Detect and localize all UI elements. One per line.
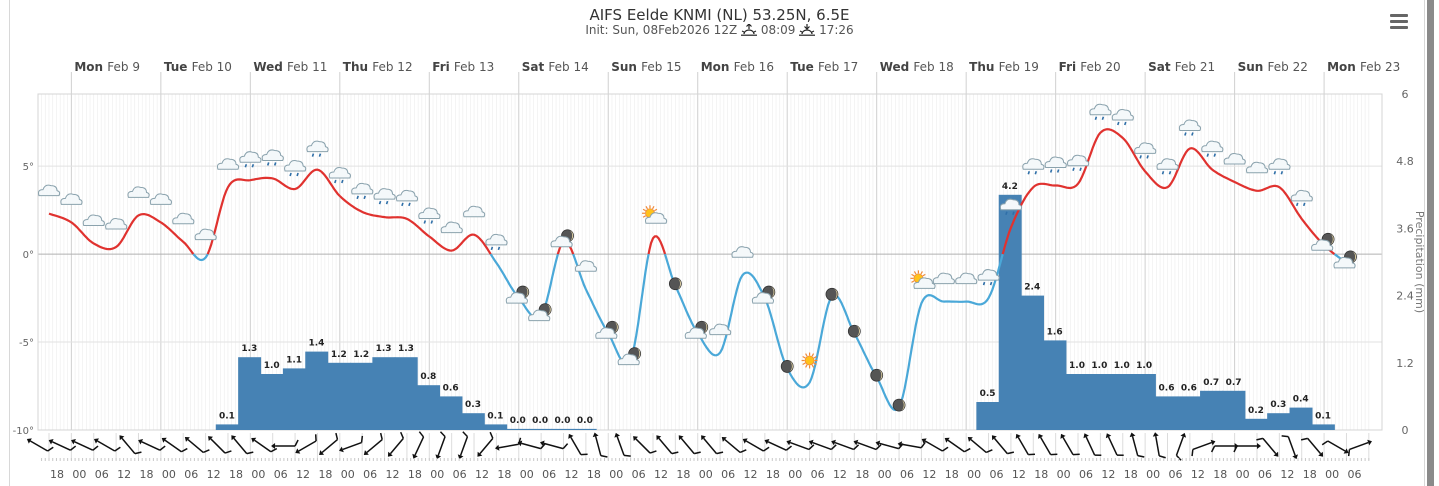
- chart-frame: [9, 0, 1425, 486]
- sunset-time: 17:26: [819, 23, 854, 37]
- sunset-icon: [799, 24, 816, 36]
- chart-subtitle: Init: Sun, 08Feb2026 12Z 08:09 17:26: [0, 23, 1439, 37]
- sunrise-time: 08:09: [760, 23, 796, 37]
- scrollbar[interactable]: [1427, 0, 1434, 486]
- hamburger-menu-icon[interactable]: [1390, 14, 1408, 30]
- sunrise-icon: [741, 24, 757, 36]
- chart-title: AIFS Eelde KNMI (NL) 53.25N, 6.5E: [589, 6, 850, 24]
- init-time: Init: Sun, 08Feb2026 12Z: [585, 23, 738, 37]
